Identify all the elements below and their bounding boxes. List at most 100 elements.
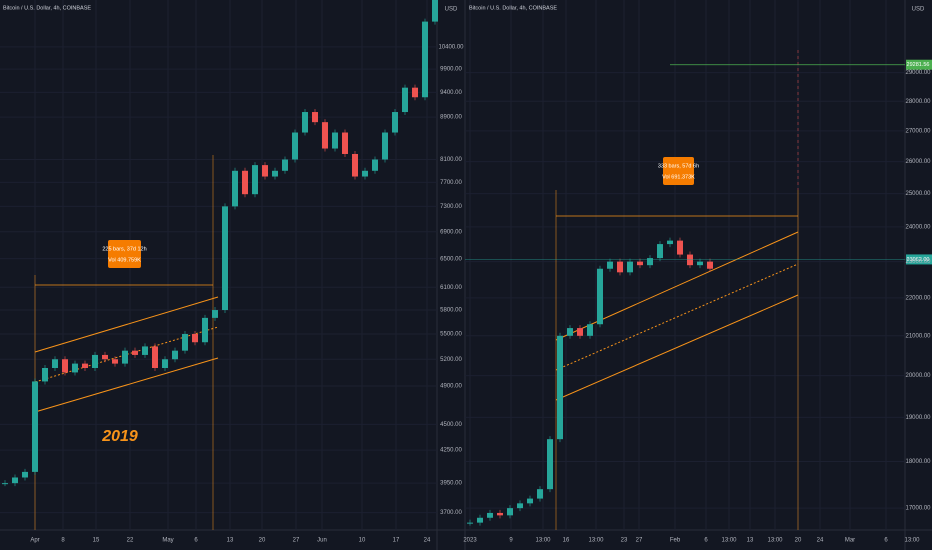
price-label-box: [906, 59, 932, 70]
candle: [587, 324, 593, 336]
y-tick-label: 20000.00: [905, 373, 931, 379]
candle: [707, 261, 713, 269]
x-tick-label: May: [162, 538, 173, 544]
candle: [112, 359, 118, 364]
price-label-box: [906, 254, 932, 265]
x-tick-label: 6: [194, 538, 198, 544]
x-tick-label: 20: [259, 538, 266, 544]
y-tick-label: 7300.00: [440, 204, 462, 210]
price-label: 29281.56: [907, 62, 930, 68]
candle: [2, 483, 8, 485]
y-tick-label: 4500.00: [440, 422, 462, 428]
candle: [322, 122, 328, 149]
candle: [122, 350, 128, 364]
y-tick-label: 19000.00: [905, 415, 931, 421]
candle: [597, 268, 603, 325]
channel-lower: [34, 357, 219, 413]
candle: [487, 512, 493, 518]
y-tick-label: 8900.00: [440, 115, 462, 121]
measure-text: 333 bars, 57d 6h: [658, 163, 699, 169]
x-tick-label: 24: [817, 538, 824, 544]
x-tick-label: Jun: [317, 538, 327, 544]
candle: [212, 310, 218, 318]
y-tick-label: 6900.00: [440, 229, 462, 235]
candle: [647, 258, 653, 266]
candle: [477, 517, 483, 523]
y-tick-label: 4900.00: [440, 384, 462, 390]
measure-text: Vol 691.373K: [662, 174, 695, 180]
x-tick-label: 6: [884, 538, 888, 544]
candle: [292, 132, 298, 160]
candle: [577, 328, 583, 336]
candle: [637, 261, 643, 266]
x-tick-label: 6: [704, 538, 708, 544]
candle: [242, 170, 248, 195]
candle: [617, 261, 623, 273]
candle: [677, 240, 683, 255]
candle: [232, 170, 238, 207]
candle: [282, 159, 288, 171]
currency: USD: [912, 7, 925, 13]
x-tick-label: 22: [127, 538, 134, 544]
candle: [422, 21, 428, 98]
candle: [202, 317, 208, 343]
currency: USD: [445, 7, 458, 13]
candle: [62, 359, 68, 373]
candle: [92, 354, 98, 368]
x-tick-label: 27: [293, 538, 300, 544]
candle: [312, 112, 318, 123]
candle: [132, 350, 138, 355]
candle: [567, 328, 573, 336]
candle: [332, 132, 338, 149]
measure-box: [108, 240, 141, 268]
chart-title: Bitcoin / U.S. Dollar, 4h, COINBASE: [3, 5, 91, 11]
candle: [162, 359, 168, 368]
x-tick-label: Feb: [670, 538, 681, 544]
measure-text: Vol 409.759K: [108, 257, 141, 263]
channel-lower: [555, 294, 799, 401]
candle: [12, 477, 18, 484]
x-tick-label: 20: [795, 538, 802, 544]
y-tick-label: 7700.00: [440, 180, 462, 186]
candle: [432, 0, 438, 22]
candle: [517, 503, 523, 509]
x-tick-label: 13:00: [767, 538, 783, 544]
candle: [272, 170, 278, 177]
x-tick-label: 9: [509, 538, 513, 544]
x-tick-label: Apr: [30, 538, 39, 544]
candle: [402, 87, 408, 113]
candle: [412, 87, 418, 98]
candle: [547, 439, 553, 490]
candle: [392, 112, 398, 133]
y-tick-label: 6100.00: [440, 285, 462, 291]
y-tick-label: 8100.00: [440, 157, 462, 163]
measure-box: [663, 157, 694, 185]
x-tick-label: 17: [393, 538, 400, 544]
x-tick-label: Mar: [845, 538, 855, 544]
y-tick-label: 5500.00: [440, 332, 462, 338]
y-tick-label: 6500.00: [440, 256, 462, 262]
channel-upper: [555, 231, 799, 341]
x-tick-label: 13: [747, 538, 754, 544]
left-drawings: [34, 155, 219, 530]
candle: [507, 508, 513, 516]
candle: [262, 165, 268, 177]
year-note: 2019: [101, 428, 138, 445]
x-tick-label: 13:00: [535, 538, 551, 544]
candle: [497, 512, 503, 516]
x-tick-label: 16: [563, 538, 570, 544]
y-tick-label: 23000.00: [905, 259, 931, 265]
candle: [527, 498, 533, 504]
candle: [42, 367, 48, 382]
x-tick-label: 13: [227, 538, 234, 544]
candle: [142, 346, 148, 355]
candle: [557, 335, 563, 440]
x-tick-label: 8: [61, 538, 65, 544]
y-tick-label: 17000.00: [905, 506, 931, 512]
candle: [302, 112, 308, 133]
x-tick-label: 15: [93, 538, 100, 544]
candle: [222, 206, 228, 311]
x-tick-label: 27: [636, 538, 643, 544]
candle: [72, 363, 78, 373]
